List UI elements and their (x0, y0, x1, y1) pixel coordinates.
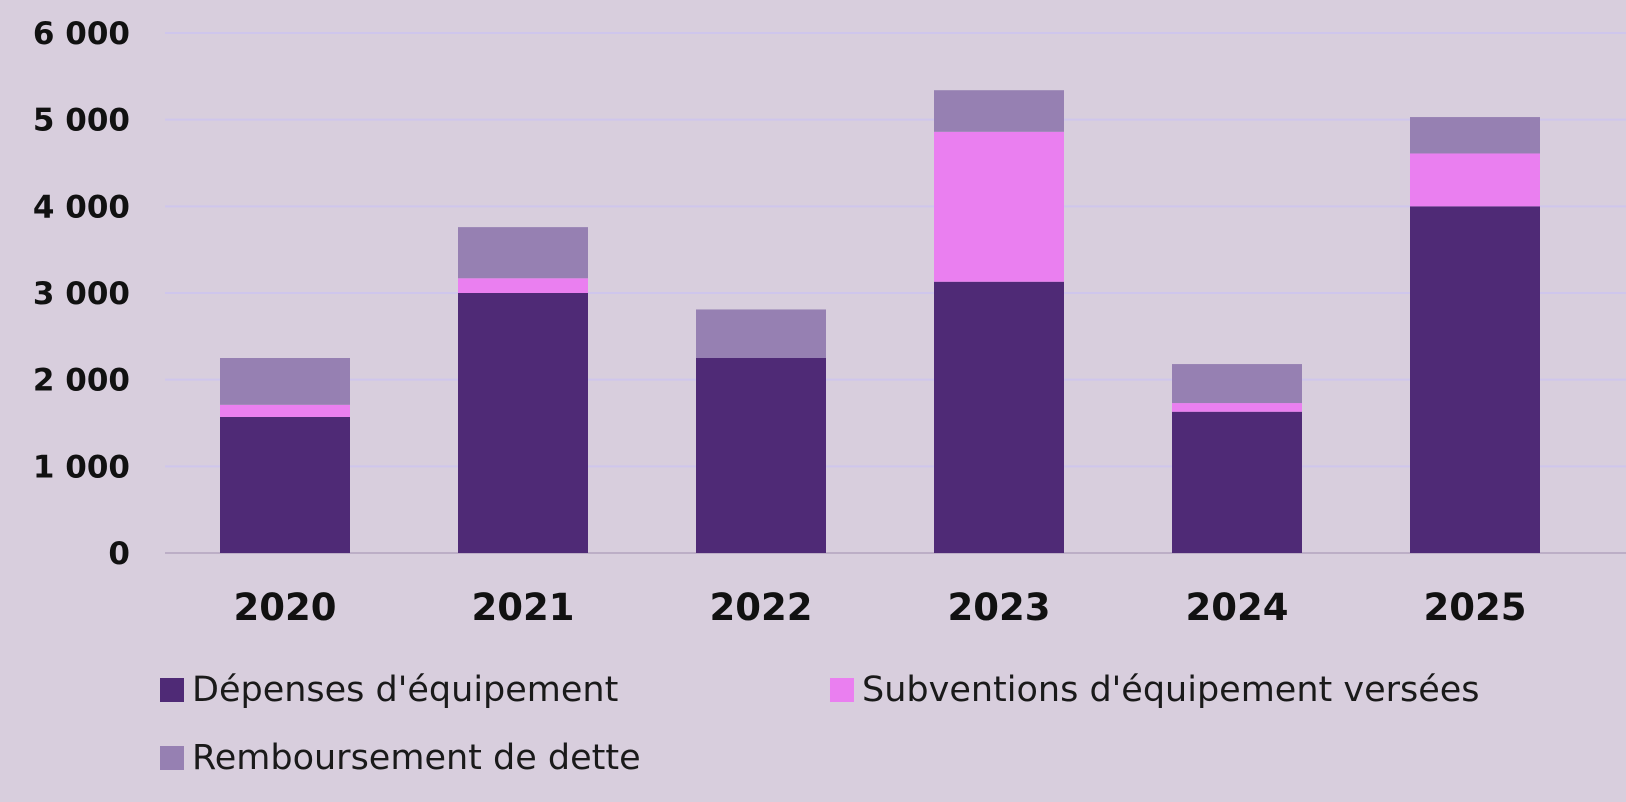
legend-swatch-subventions (830, 678, 854, 702)
legend: Dépenses d'équipement Subventions d'équi… (160, 668, 1600, 780)
bar-segment (1410, 206, 1540, 554)
legend-label-depenses: Dépenses d'équipement (192, 670, 619, 710)
legend-label-subventions: Subventions d'équipement versées (862, 670, 1480, 710)
y-tick-label: 3 000 (33, 276, 130, 312)
stacked-bar-chart: 0 1 000 2 000 3 000 4 000 5 000 6 000 2020 2021… (33, 16, 1626, 629)
x-tick-label: 2020 (234, 586, 337, 629)
bar-segment (1172, 411, 1302, 553)
legend-item-depenses: Dépenses d'équipement (160, 668, 830, 712)
y-tick-label: 0 (108, 536, 130, 572)
bar-segment (458, 293, 588, 553)
bar-segment (934, 90, 1064, 132)
x-tick-label: 2024 (1186, 586, 1289, 629)
y-tick-label: 6 000 (33, 16, 130, 52)
x-tick-label: 2021 (472, 586, 575, 629)
y-tick-label: 1 000 (33, 449, 130, 485)
y-tick-label: 5 000 (33, 103, 130, 139)
bar-segment (934, 281, 1064, 553)
y-tick-label: 2 000 (33, 363, 130, 399)
legend-item-remboursement: Remboursement de dette (160, 736, 830, 780)
bar-segment (1172, 364, 1302, 404)
legend-swatch-remboursement (160, 746, 184, 770)
bar-segment (696, 358, 826, 553)
bar-segment (220, 416, 350, 553)
x-tick-label: 2022 (710, 586, 813, 629)
x-axis-ticks: 2020 2021 2022 2023 2024 2025 (234, 586, 1527, 629)
bars (220, 90, 1540, 554)
legend-swatch-depenses (160, 678, 184, 702)
bar-segment (1410, 153, 1540, 207)
bar-segment (1172, 403, 1302, 412)
legend-label-remboursement: Remboursement de dette (192, 738, 641, 778)
gridlines (165, 32, 1626, 554)
x-tick-label: 2025 (1424, 586, 1527, 629)
bar-segment (696, 309, 826, 358)
bar-segment (220, 404, 350, 417)
x-tick-label: 2023 (948, 586, 1051, 629)
bar-segment (458, 278, 588, 293)
y-tick-label: 4 000 (33, 189, 130, 225)
y-axis-ticks: 0 1 000 2 000 3 000 4 000 5 000 6 000 (33, 16, 130, 572)
bar-segment (1410, 117, 1540, 154)
bar-segment (458, 227, 588, 279)
bar-segment (934, 131, 1064, 282)
legend-item-subventions: Subventions d'équipement versées (830, 668, 1500, 712)
bar-segment (220, 358, 350, 405)
